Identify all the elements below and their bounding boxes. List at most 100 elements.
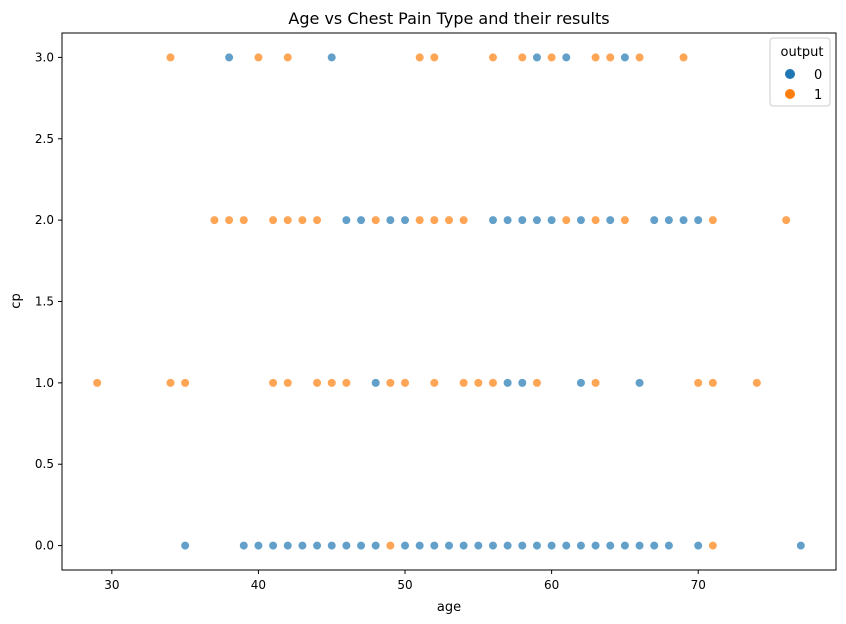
point-series-1 [180, 378, 190, 388]
point-series-0 [649, 215, 659, 225]
point-series-0 [356, 215, 366, 225]
point-series-1 [473, 378, 483, 388]
point-series-1 [517, 52, 527, 63]
point-series-1 [224, 215, 234, 225]
point-series-1 [708, 540, 718, 551]
point-series-1 [429, 378, 439, 388]
point-series-1 [371, 215, 381, 225]
point-series-0 [503, 378, 513, 388]
y-tick-label: 1.0 [35, 376, 54, 390]
point-series-0 [268, 540, 278, 551]
point-series-1 [253, 52, 264, 63]
y-tick-label: 0.5 [35, 457, 54, 471]
point-series-0 [283, 540, 293, 551]
point-series-0 [180, 540, 190, 551]
point-series-0 [517, 215, 527, 225]
legend-title: output [781, 45, 824, 60]
y-axis-ticks: 0.0 0.5 1.0 1.5 2.0 2.5 3.0 [35, 50, 62, 553]
point-series-0 [400, 215, 410, 225]
point-series-0 [371, 540, 381, 551]
point-series-1 [547, 52, 557, 63]
point-series-0 [796, 540, 806, 551]
point-series-0 [576, 215, 586, 225]
plot-area-frame [61, 32, 837, 571]
point-series-0 [429, 540, 439, 551]
point-series-0 [488, 215, 498, 225]
point-series-0 [693, 215, 703, 225]
point-series-1 [92, 378, 102, 388]
point-series-1 [283, 378, 293, 388]
point-series-0 [605, 540, 615, 551]
y-axis-label: cp [9, 293, 24, 308]
legend-box [769, 37, 831, 107]
point-series-0 [517, 540, 527, 551]
y-tick-label: 0.0 [35, 539, 54, 553]
legend-label-0: 0 [814, 68, 822, 83]
point-series-1 [532, 378, 542, 388]
legend: output 0 1 [769, 37, 831, 107]
point-series-1 [459, 215, 469, 225]
point-series-1 [678, 52, 689, 63]
x-tick-label: 50 [397, 578, 412, 592]
y-tick-label: 2.5 [35, 132, 54, 146]
point-series-0 [473, 540, 483, 551]
point-series-1 [590, 52, 601, 63]
point-series-0 [239, 540, 249, 551]
point-series-0 [224, 52, 234, 63]
point-series-1 [444, 215, 454, 225]
point-series-1 [327, 378, 337, 388]
point-series-1 [605, 52, 615, 63]
x-tick-label: 30 [104, 578, 119, 592]
point-series-0 [634, 378, 645, 388]
point-series-0 [620, 540, 630, 551]
point-series-0 [605, 215, 615, 225]
point-series-0 [576, 540, 586, 551]
point-series-0 [503, 215, 513, 225]
y-tick-label: 3.0 [35, 50, 54, 64]
point-series-0 [561, 52, 571, 63]
point-series-0 [341, 540, 351, 551]
point-series-1 [297, 215, 308, 225]
point-series-1 [488, 52, 498, 63]
point-series-1 [385, 540, 395, 551]
point-series-0 [620, 52, 630, 63]
point-series-1 [165, 52, 176, 63]
point-series-1 [590, 215, 601, 225]
point-series-1 [312, 378, 322, 388]
points-layer [92, 52, 806, 551]
x-tick-label: 40 [251, 578, 266, 592]
point-series-0 [385, 215, 395, 225]
point-series-0 [532, 540, 542, 551]
point-series-1 [620, 215, 630, 225]
point-series-1 [488, 378, 498, 388]
point-series-0 [459, 540, 469, 551]
y-tick-label: 1.5 [35, 295, 54, 309]
point-series-0 [693, 540, 703, 551]
point-series-0 [400, 540, 410, 551]
point-series-1 [415, 215, 425, 225]
point-series-0 [664, 540, 674, 551]
point-series-0 [444, 540, 454, 551]
point-series-1 [283, 215, 293, 225]
point-series-0 [415, 540, 425, 551]
point-series-1 [415, 52, 425, 63]
point-series-1 [429, 52, 439, 63]
x-tick-label: 70 [691, 578, 706, 592]
x-axis-label: age [437, 600, 461, 615]
point-series-1 [693, 378, 703, 388]
point-series-1 [341, 378, 351, 388]
point-series-0 [649, 540, 659, 551]
point-series-0 [547, 215, 557, 225]
point-series-1 [385, 378, 395, 388]
point-series-1 [634, 52, 645, 63]
point-series-1 [283, 52, 293, 63]
point-series-0 [503, 540, 513, 551]
point-series-0 [312, 540, 322, 551]
point-series-1 [708, 215, 718, 225]
point-series-0 [341, 215, 351, 225]
point-series-1 [239, 215, 249, 225]
y-tick-label: 2.0 [35, 213, 54, 227]
point-series-0 [327, 52, 337, 63]
point-series-1 [590, 378, 601, 388]
